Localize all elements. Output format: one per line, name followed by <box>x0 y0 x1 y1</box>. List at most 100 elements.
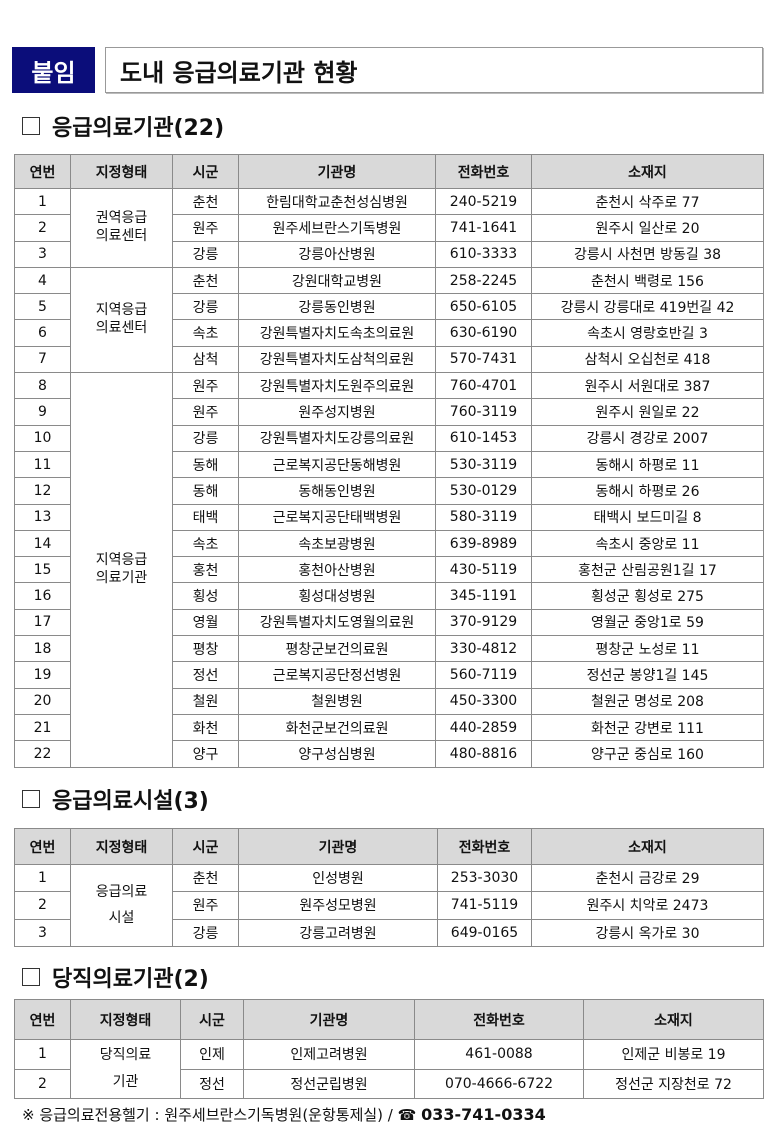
cell-phone: 639-8989 <box>435 529 532 558</box>
cell-seq: 20 <box>14 687 71 715</box>
cell-seq: 3 <box>14 240 71 268</box>
cell-city: 원주 <box>172 372 239 400</box>
table-row: 10 강릉 강원특별자치도강릉의료원 610-1453 강릉시 경강로 2007 <box>14 424 764 452</box>
cell-seq: 7 <box>14 345 71 374</box>
cell-seq: 10 <box>14 424 71 452</box>
cell-address: 정선군 지장천로 72 <box>583 1068 764 1099</box>
section-title-emergency-institutions: 응급의료기관(22) <box>22 110 224 142</box>
cell-phone: 530-3119 <box>435 450 532 479</box>
cell-address: 춘천시 삭주로 77 <box>531 187 764 216</box>
column-header-institution: 기관명 <box>238 828 438 865</box>
cell-institution: 화천군보건의료원 <box>238 713 436 742</box>
table-row: 21 화천 화천군보건의료원 440-2859 화천군 강변로 111 <box>14 713 764 742</box>
cell-city: 강릉 <box>172 424 239 452</box>
cell-phone: 461-0088 <box>414 1039 584 1070</box>
cell-address: 원주시 치악로 2473 <box>531 891 764 920</box>
column-header-city: 시군 <box>172 828 239 865</box>
cell-phone: 530-0129 <box>435 477 532 505</box>
attachment-badge: 붙임 <box>12 47 95 93</box>
cell-institution: 근로복지공단동해병원 <box>238 450 436 479</box>
cell-phone: 610-3333 <box>435 240 532 268</box>
cell-seq: 13 <box>14 503 71 531</box>
cell-institution: 강릉아산병원 <box>238 240 436 268</box>
section-title-text: 당직의료기관(2) <box>52 967 209 992</box>
cell-phone: 580-3119 <box>435 503 532 531</box>
cell-designation: 지역응급 의료기관 <box>70 372 173 768</box>
cell-institution: 원주성모병원 <box>238 891 438 920</box>
cell-city: 강릉 <box>172 293 239 321</box>
cell-address: 삼척시 오십천로 418 <box>531 345 764 374</box>
column-header-seq: 연번 <box>14 154 71 189</box>
column-header-address: 소재지 <box>531 154 764 189</box>
cell-address: 철원군 명성로 208 <box>531 687 764 715</box>
table-row: 4 지역응급 의료센터 춘천 강원대학교병원 258-2245 춘천시 백령로 156 <box>14 266 764 374</box>
column-header-address: 소재지 <box>531 828 764 865</box>
table-row: 12 동해 동해동인병원 530-0129 동해시 하평로 26 <box>14 477 764 505</box>
cell-address: 원주시 서원대로 387 <box>531 372 764 400</box>
cell-city: 태백 <box>172 503 239 531</box>
cell-phone: 570-7431 <box>435 345 532 374</box>
table-row: 1 응급의료 시설 춘천 인성병원 253-3030 춘천시 금강로 29 <box>14 863 764 947</box>
cell-institution: 강릉동인병원 <box>238 293 436 321</box>
cell-institution: 원주성지병원 <box>238 398 436 426</box>
cell-city: 영월 <box>172 608 239 637</box>
cell-city: 인제 <box>180 1039 244 1070</box>
cell-city: 철원 <box>172 687 239 715</box>
table-row: 2 정선 정선군립병원 070-4666-6722 정선군 지장천로 72 <box>14 1068 764 1099</box>
cell-seq: 12 <box>14 477 71 505</box>
column-header-designation: 지정형태 <box>70 154 173 189</box>
cell-seq: 11 <box>14 450 71 479</box>
cell-city: 정선 <box>180 1068 244 1099</box>
cell-seq: 2 <box>14 891 71 920</box>
cell-phone: 430-5119 <box>435 556 532 584</box>
cell-phone: 741-5119 <box>437 891 532 920</box>
cell-address: 동해시 하평로 11 <box>531 450 764 479</box>
cell-seq: 19 <box>14 661 71 689</box>
cell-phone: 480-8816 <box>435 740 532 768</box>
cell-address: 춘천시 백령로 156 <box>531 266 764 295</box>
cell-city: 평창 <box>172 635 239 663</box>
cell-phone: 649-0165 <box>437 918 532 947</box>
column-header-seq: 연번 <box>14 999 71 1040</box>
cell-address: 강릉시 강릉대로 419번길 42 <box>531 293 764 321</box>
cell-address: 화천군 강변로 111 <box>531 713 764 742</box>
cell-city: 속초 <box>172 529 239 558</box>
cell-institution: 강릉고려병원 <box>238 918 438 947</box>
cell-city: 정선 <box>172 661 239 689</box>
table-row: 17 영월 강원특별자치도영월의료원 370-9129 영월군 중앙1로 59 <box>14 608 764 637</box>
cell-institution: 인성병원 <box>238 863 438 893</box>
cell-seq: 21 <box>14 713 71 742</box>
cell-phone: 741-1641 <box>435 214 532 242</box>
cell-institution: 근로복지공단태백병원 <box>238 503 436 531</box>
table-header-row: 연번 지정형태 시군 기관명 전화번호 소재지 <box>14 154 764 189</box>
cell-city: 원주 <box>172 214 239 242</box>
cell-institution: 속초보광병원 <box>238 529 436 558</box>
cell-phone: 070-4666-6722 <box>414 1068 584 1099</box>
table-row: 6 속초 강원특별자치도속초의료원 630-6190 속초시 영랑호반길 3 <box>14 319 764 347</box>
table-row: 9 원주 원주성지병원 760-3119 원주시 원일로 22 <box>14 398 764 426</box>
cell-city: 원주 <box>172 891 239 920</box>
cell-seq: 9 <box>14 398 71 426</box>
cell-city: 삼척 <box>172 345 239 374</box>
duty-institutions-table: 연번 지정형태 시군 기관명 전화번호 소재지 1 당직의료 기관 인제 인제고려병원 461-00… <box>14 999 764 1099</box>
column-header-city: 시군 <box>172 154 239 189</box>
cell-phone: 630-6190 <box>435 319 532 347</box>
cell-city: 홍천 <box>172 556 239 584</box>
cell-seq: 1 <box>14 187 71 216</box>
column-header-institution: 기관명 <box>238 154 436 189</box>
cell-city: 강릉 <box>172 918 239 947</box>
column-header-institution: 기관명 <box>243 999 415 1040</box>
cell-city: 양구 <box>172 740 239 768</box>
cell-phone: 450-3300 <box>435 687 532 715</box>
cell-designation: 응급의료 시설 <box>70 864 173 947</box>
checkbox-square-icon <box>22 790 40 808</box>
cell-address: 홍천군 산림공원1길 17 <box>531 556 764 584</box>
footer-phone: 033-741-0334 <box>421 1105 546 1124</box>
cell-seq: 15 <box>14 556 71 584</box>
table-header-row: 연번 지정형태 시군 기관명 전화번호 소재지 <box>14 828 764 865</box>
cell-city: 동해 <box>172 450 239 479</box>
cell-seq: 22 <box>14 740 71 768</box>
document-header: 붙임 도내 응급의료기관 현황 <box>12 47 763 93</box>
cell-institution: 원주세브란스기독병원 <box>238 214 436 242</box>
